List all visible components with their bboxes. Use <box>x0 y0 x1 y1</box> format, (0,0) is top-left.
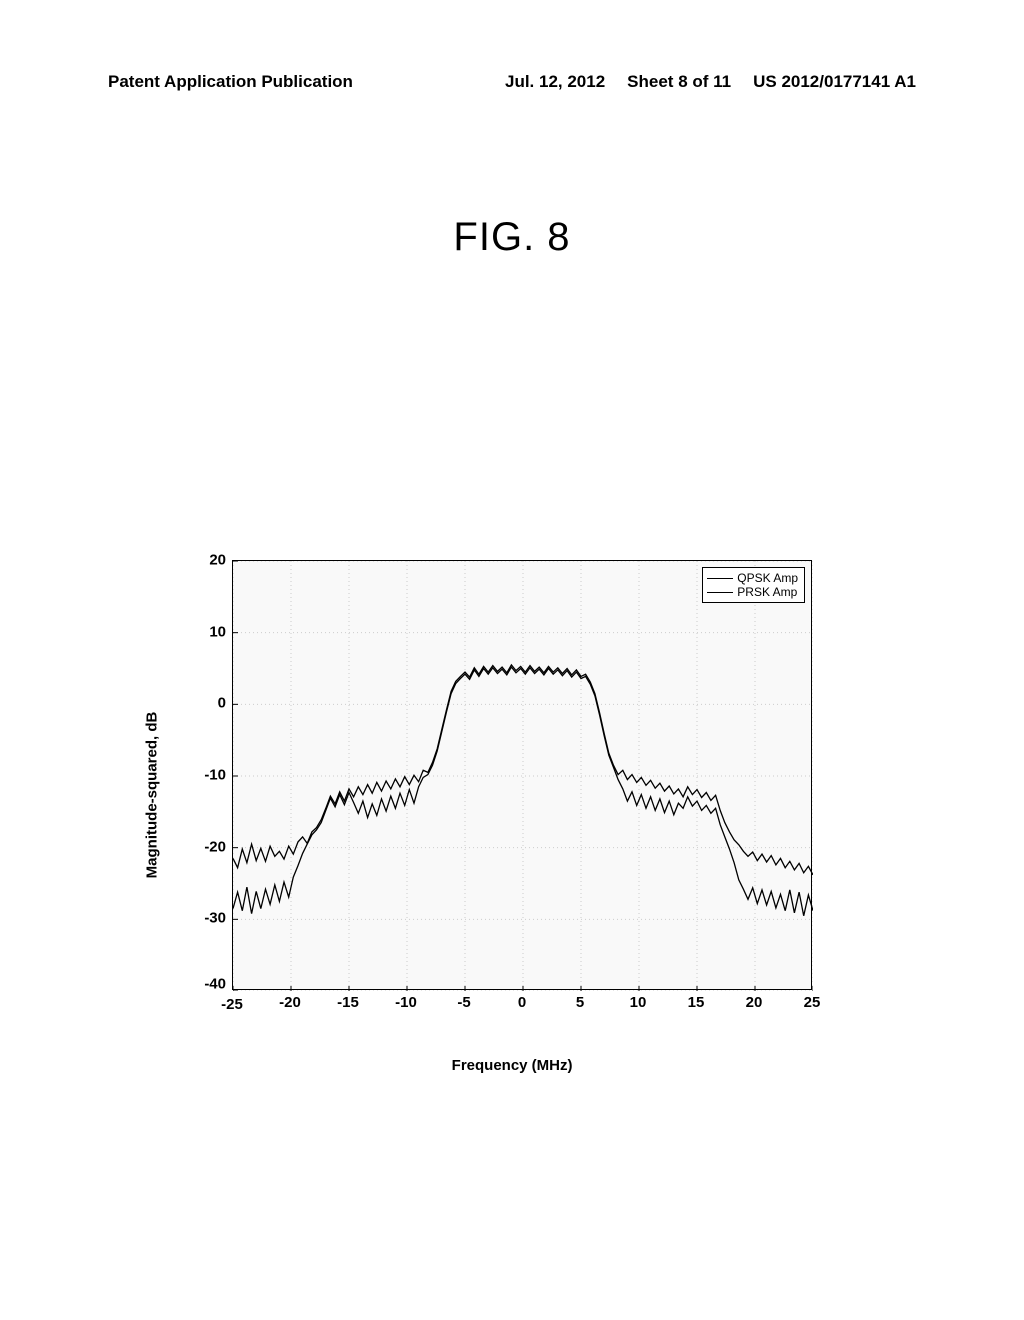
header-right-group: Jul. 12, 2012 Sheet 8 of 11 US 2012/0177… <box>505 72 916 92</box>
figure-title: FIG. 8 <box>0 215 1024 260</box>
x-tick-label: 25 <box>804 994 821 1011</box>
x-tick-label: 10 <box>630 994 647 1011</box>
patent-header: Patent Application Publication Jul. 12, … <box>108 72 916 92</box>
y-tick-label: -40 <box>186 976 226 993</box>
y-tick-label: 10 <box>186 623 226 640</box>
y-tick-label: 0 <box>186 695 226 712</box>
header-publication: Patent Application Publication <box>108 72 353 92</box>
legend-item-prsk: PRSK Amp <box>707 585 798 599</box>
legend-line-icon <box>707 592 733 593</box>
y-axis-label: Magnitude-squared, dB <box>144 712 161 879</box>
legend-line-icon <box>707 578 733 579</box>
legend-label: PRSK Amp <box>737 585 797 599</box>
x-tick-label: -15 <box>337 994 359 1011</box>
legend-item-qpsk: QPSK Amp <box>707 571 798 585</box>
spectrum-chart: Magnitude-squared, dB Frequency (MHz) QP… <box>180 560 820 1030</box>
header-date: Jul. 12, 2012 <box>505 72 605 92</box>
y-tick-label: 20 <box>186 552 226 569</box>
x-tick-label: -25 <box>221 996 243 1013</box>
y-tick-label: -30 <box>186 910 226 927</box>
plot-svg <box>233 561 813 991</box>
y-tick-label: -20 <box>186 838 226 855</box>
legend-label: QPSK Amp <box>737 571 798 585</box>
x-tick-label: -5 <box>457 994 470 1011</box>
legend: QPSK Amp PRSK Amp <box>702 567 805 603</box>
x-tick-label: -20 <box>279 994 301 1011</box>
x-axis-label: Frequency (MHz) <box>452 1057 573 1074</box>
plot-area: QPSK Amp PRSK Amp <box>232 560 812 990</box>
x-tick-label: 15 <box>688 994 705 1011</box>
x-tick-label: 5 <box>576 994 584 1011</box>
y-tick-label: -10 <box>186 767 226 784</box>
header-sheet: Sheet 8 of 11 <box>627 72 731 92</box>
x-tick-label: 0 <box>518 994 526 1011</box>
x-tick-label: -10 <box>395 994 417 1011</box>
grid-lines <box>233 561 813 991</box>
header-docnum: US 2012/0177141 A1 <box>753 72 916 92</box>
x-tick-label: 20 <box>746 994 763 1011</box>
